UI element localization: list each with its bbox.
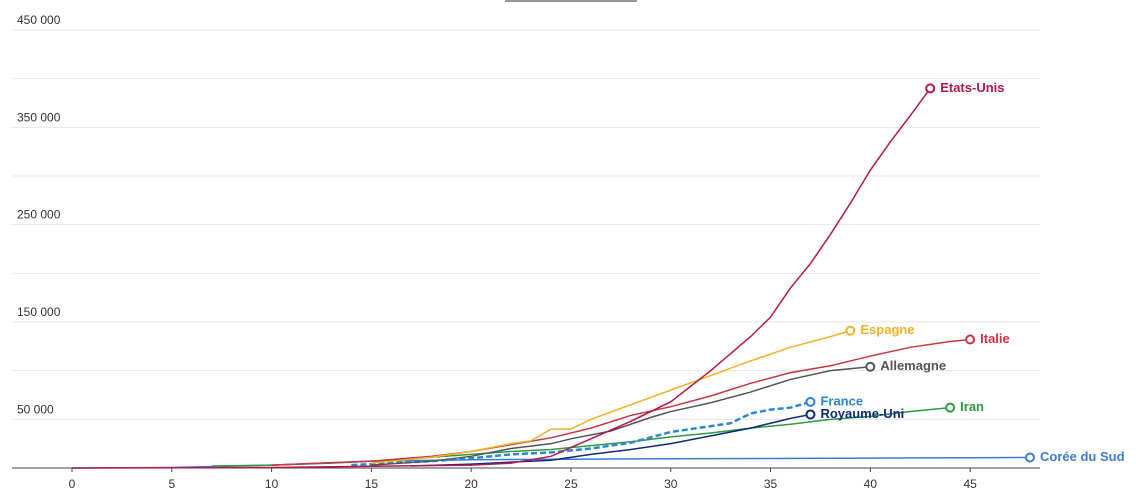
series-line (271, 338, 971, 466)
series-line (411, 413, 811, 467)
y-tick-label: 50 000 (17, 402, 54, 416)
end-marker (845, 325, 856, 336)
end-marker (965, 334, 976, 345)
end-marker (1025, 452, 1035, 463)
series-line (371, 330, 851, 464)
end-marker (865, 361, 876, 372)
x-tick-label: 30 (664, 477, 678, 491)
series-label: Corée du Sud (1040, 449, 1125, 464)
x-tick-label: 35 (764, 477, 778, 491)
y-tick-label: 250 000 (17, 208, 61, 222)
y-tick-label: 450 000 (17, 13, 61, 27)
x-tick-label: 5 (168, 477, 175, 491)
series-label: Iran (960, 399, 984, 414)
x-tick-label: 25 (564, 477, 578, 491)
series-label: France (820, 393, 863, 408)
end-marker (945, 402, 956, 413)
series-label: Espagne (860, 322, 914, 337)
y-tick-label: 350 000 (17, 110, 61, 124)
end-marker (925, 83, 936, 94)
y-tick-label: 150 000 (17, 305, 61, 319)
x-tick-label: 45 (963, 477, 977, 491)
top-bar (505, 0, 637, 2)
series-label: Allemagne (880, 358, 946, 373)
series-label: Italie (980, 331, 1010, 346)
end-marker (805, 396, 816, 407)
x-tick-label: 20 (464, 477, 478, 491)
series-line (71, 87, 931, 469)
series-label: Etats-Unis (940, 80, 1004, 95)
series-label: Royaume-Uni (820, 406, 904, 421)
x-tick-label: 0 (69, 477, 76, 491)
end-marker (805, 409, 816, 420)
x-tick-label: 40 (864, 477, 878, 491)
x-tick-label: 10 (265, 477, 279, 491)
series-line (371, 366, 871, 466)
x-tick-label: 15 (365, 477, 379, 491)
